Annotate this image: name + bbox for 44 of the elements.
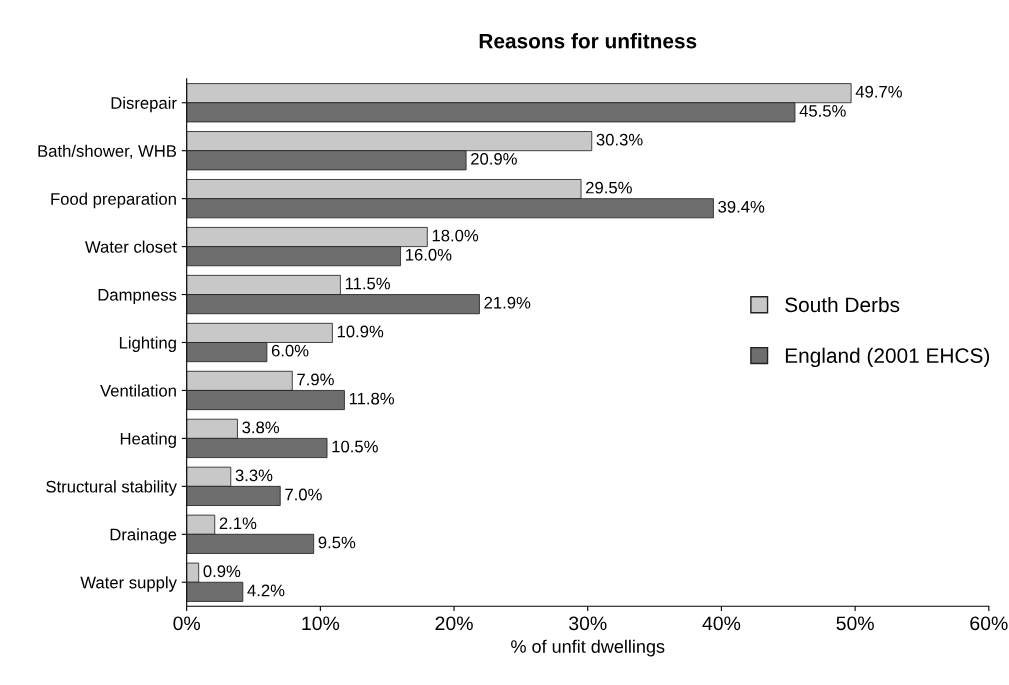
data-label: 0.9%	[203, 565, 241, 578]
y-tick-label: Food preparation	[51, 192, 176, 209]
data-label: 10.5%	[332, 440, 378, 453]
data-label: 11.8%	[349, 392, 395, 405]
y-tick-label: Disrepair	[111, 96, 177, 113]
data-label: 49.7%	[855, 85, 902, 98]
x-tick-label: 40%	[702, 616, 741, 631]
y-tick-label: Dampness	[98, 289, 177, 305]
data-label: 10.9%	[337, 325, 384, 338]
x-axis-title: % of unfit dwellings	[511, 639, 665, 657]
y-tick-label: Lighting	[119, 336, 176, 352]
legend-label: South Derbs	[785, 296, 900, 313]
data-label: 2.1%	[219, 517, 257, 530]
x-tick-label: 10%	[302, 616, 340, 631]
data-label: 3.8%	[242, 421, 280, 434]
legend-label: England (2001 EHCS)	[785, 347, 990, 368]
chart-title: Reasons for unfitness	[479, 33, 697, 49]
x-tick-label: 60%	[970, 616, 1008, 631]
y-tick-label: Ventilation	[100, 384, 176, 397]
data-label: 21.9%	[484, 296, 531, 309]
data-label: 3.3%	[235, 469, 273, 482]
data-label: 7.0%	[285, 488, 322, 501]
data-label: 4.2%	[247, 584, 285, 597]
y-tick-label: Water closet	[85, 240, 177, 253]
data-label: 9.5%	[318, 536, 356, 549]
y-tick-label: Bath/shower, WHB	[38, 144, 177, 159]
data-label: 39.4%	[718, 200, 765, 213]
data-label: 16.0%	[406, 248, 452, 261]
data-label: 7.9%	[297, 373, 334, 386]
x-tick-label: 30%	[569, 616, 607, 631]
x-tick-label: 20%	[435, 616, 473, 631]
data-label: 29.5%	[586, 181, 632, 194]
data-label: 6.0%	[271, 344, 309, 357]
y-tick-label: Structural stability	[46, 480, 177, 496]
x-tick-label: 50%	[836, 616, 874, 631]
data-label: 18.0%	[432, 229, 479, 242]
x-tick-label: 0%	[173, 616, 201, 631]
data-label: 20.9%	[471, 152, 517, 165]
data-label: 45.5%	[799, 105, 846, 117]
data-label: 30.3%	[596, 133, 643, 146]
data-label: 11.5%	[345, 277, 391, 290]
y-tick-label: Water supply	[80, 576, 177, 592]
y-tick-label: Heating	[120, 432, 176, 448]
y-tick-label: Drainage	[110, 528, 177, 544]
